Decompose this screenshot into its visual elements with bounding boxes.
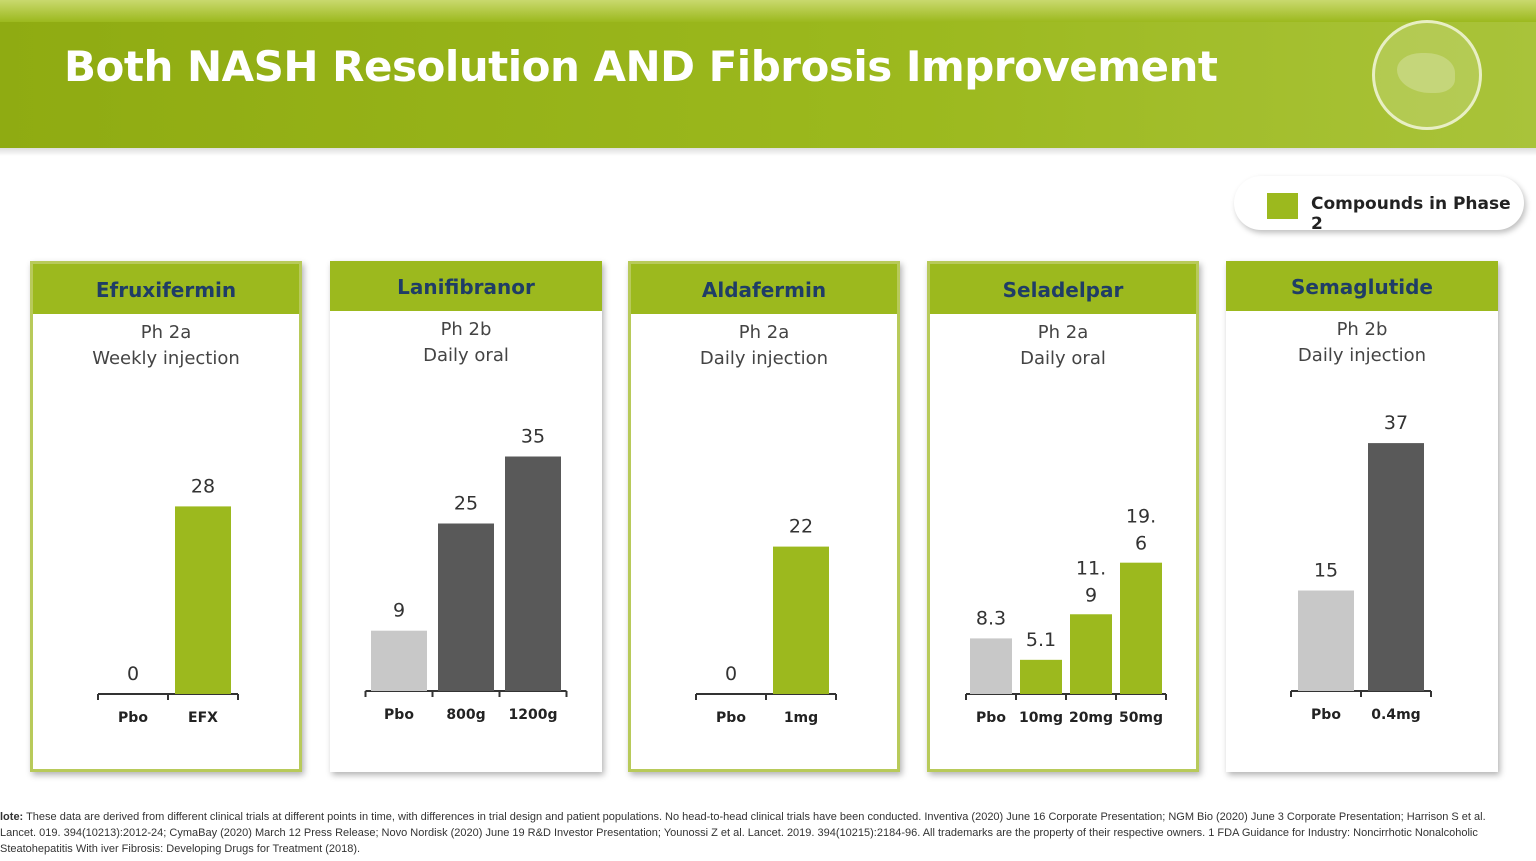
bar-chart: 0 Pbo 28 EFX [97,475,239,726]
data-label: 0 [725,663,737,685]
bar-800g [438,523,494,691]
category-label: EFX [188,710,218,726]
bar-chart: 15 Pbo 37 0.4mg [1290,412,1432,723]
bar-1mg [773,546,829,694]
footnote-label: lote: [0,811,24,823]
header-top-band [0,0,1536,22]
panel-phase: Ph 2b [1336,319,1388,340]
data-label: 15 [1314,560,1338,582]
liver-shape [1397,53,1455,93]
category-label: Pbo [118,710,148,726]
data-label: 37 [1384,412,1408,434]
panel-title: Lanifibranor [330,261,602,311]
category-label: 0.4mg [1371,707,1420,723]
liver-logo-icon [1372,20,1482,130]
bar-chart: 0 Pbo 22 1mg [695,516,837,726]
category-label: 800g [446,707,485,723]
panel-lanifibranor: Lanifibranor Ph 2b Daily oral 9 Pbo 25 800g 3… [330,261,602,772]
data-label: 0 [127,663,139,685]
data-label: 9 [393,600,405,622]
panel-title: Efruxifermin [33,264,299,314]
category-label: Pbo [1311,707,1341,723]
bar-50mg [1120,562,1162,694]
category-label: 20mg [1069,710,1113,726]
category-label: Pbo [384,707,414,723]
bar-chart: 8.3 Pbo 5.1 10mg 11. 9 20mg 19. 6 50mg [965,506,1167,726]
header-shadow [0,148,1536,156]
legend-label: Compounds in Phase 2 [1311,194,1511,234]
category-label: 1mg [784,710,818,726]
bar-Pbo [970,638,1012,694]
slide-title: Both NASH Resolution AND Fibrosis Improv… [64,42,1218,91]
data-label: 35 [521,426,545,448]
panel-aldafermin: Aldafermin Ph 2a Daily injection 0 Pbo 22 1m… [628,261,900,772]
category-label: 10mg [1019,710,1063,726]
data-label: 25 [454,493,478,515]
panel-seladelpar: Seladelpar Ph 2a Daily oral 8.3 Pbo 5.1 10mg… [927,261,1199,772]
bar-Pbo [1298,590,1354,691]
legend-swatch [1267,193,1298,219]
panel-title: Semaglutide [1226,261,1498,311]
data-label: 28 [191,475,215,497]
panel-route: Daily injection [699,348,829,369]
data-label: 11. 9 [1076,557,1106,606]
panel-phase: Ph 2b [440,319,492,340]
category-label: 50mg [1119,710,1163,726]
panel-route: Weekly injection [92,348,240,369]
legend: Compounds in Phase 2 [1234,176,1524,234]
data-label: 19. 6 [1126,506,1156,555]
panel-phase: Ph 2a [140,322,192,343]
bar-20mg [1070,614,1112,694]
footnote: lote: These data are derived from differ… [0,809,1500,857]
data-label: 22 [789,516,813,538]
header-banner: Both NASH Resolution AND Fibrosis Improv… [0,0,1536,148]
panel-phase: Ph 2a [1037,322,1089,343]
panel-route: Daily oral [423,345,509,366]
bar-Pbo [371,630,427,691]
panel-route: Daily injection [1297,345,1427,366]
data-label: 8.3 [976,607,1006,629]
panel-route: Daily oral [1020,348,1106,369]
panel-title: Aldafermin [631,264,897,314]
footnote-text: These data are derived from different cl… [0,811,1486,855]
category-label: Pbo [716,710,746,726]
data-label: 5.1 [1026,629,1056,651]
panel-title: Seladelpar [930,264,1196,314]
panel-phase: Ph 2a [738,322,790,343]
category-label: 1200g [509,707,558,723]
bar-1200g [505,456,561,691]
bar-chart: 9 Pbo 25 800g 35 1200g [364,426,568,723]
category-label: Pbo [976,710,1006,726]
bar-10mg [1020,659,1062,694]
panel-efruxifermin: Efruxifermin Ph 2a Weekly injection 0 Pbo 2… [30,261,302,772]
bar-0.4mg [1368,443,1424,691]
panel-semaglutide: Semaglutide Ph 2b Daily injection 15 Pbo 37… [1226,261,1498,772]
bar-EFX [175,506,231,694]
